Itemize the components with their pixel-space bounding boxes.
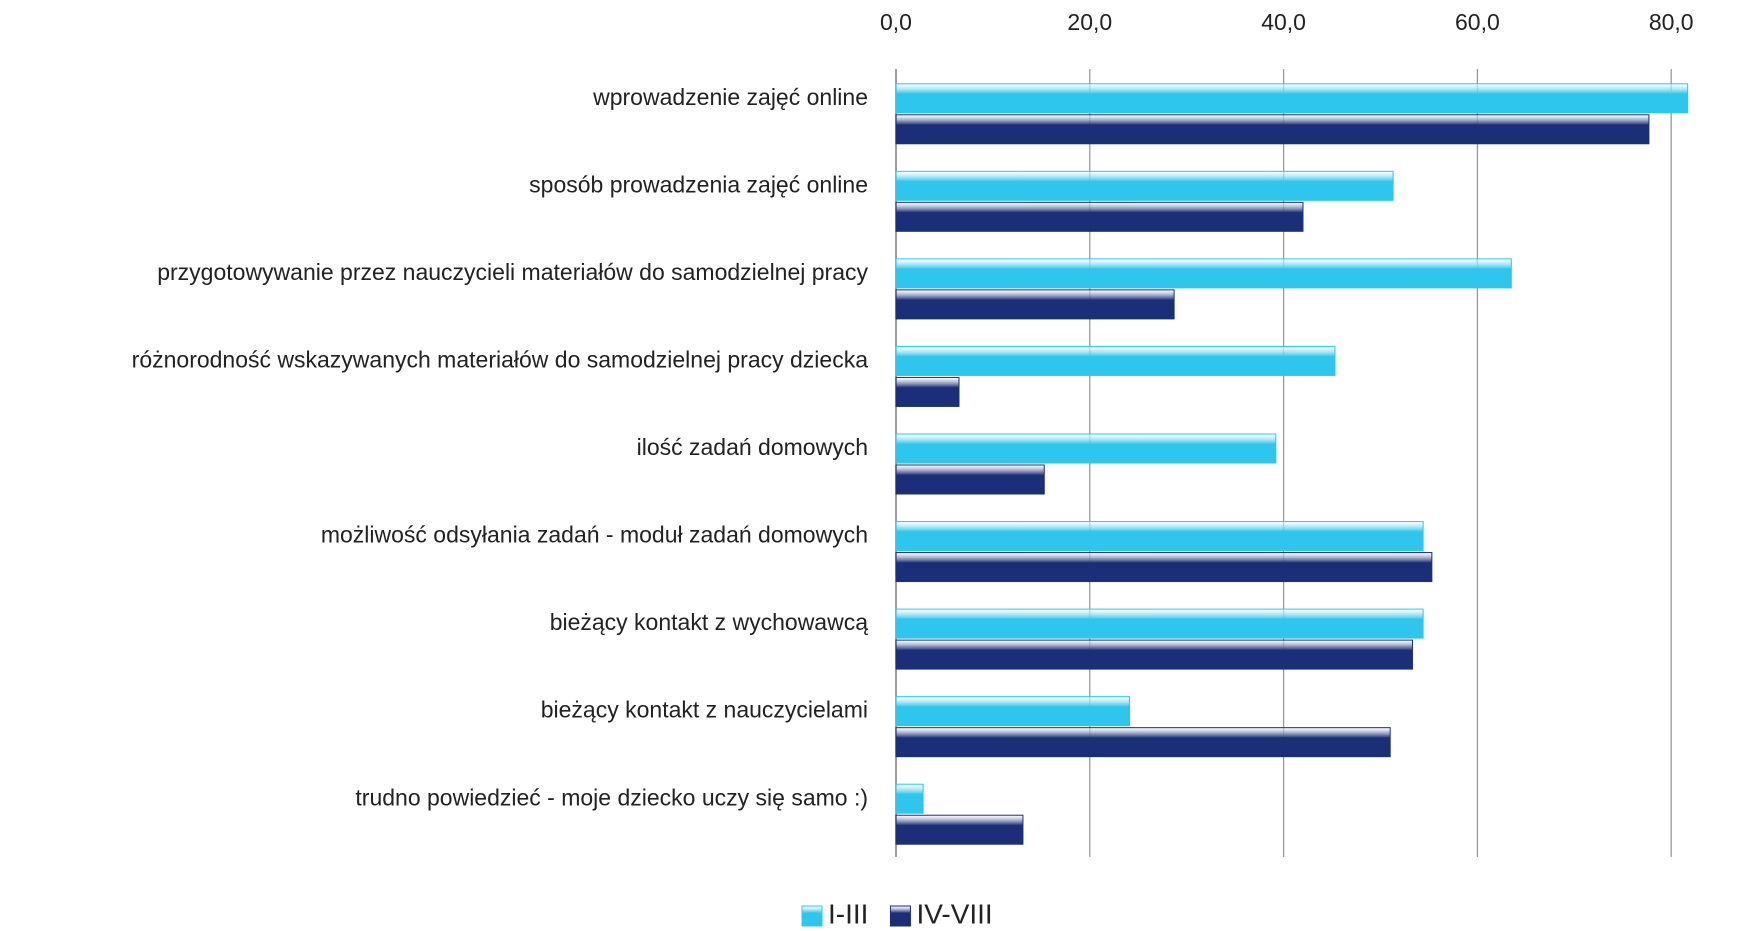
legend-label: IV-VIII (916, 898, 992, 929)
bar (895, 201, 1304, 232)
y-tick-label: przygotowywanie przez nauczycieli materi… (157, 259, 868, 285)
bar (895, 170, 1394, 201)
bar (895, 814, 1024, 845)
bar (895, 783, 924, 814)
bar (895, 521, 1424, 552)
bar (895, 727, 1391, 758)
bar (895, 608, 1424, 639)
x-tick-label: 60,0 (1455, 9, 1500, 35)
x-tick-label: 80,0 (1649, 9, 1694, 35)
bar (895, 433, 1277, 464)
y-tick-label: bieżący kontakt z wychowawcą (550, 609, 869, 635)
y-tick-label: wprowadzenie zajęć online (592, 84, 868, 110)
bar (895, 552, 1433, 583)
y-tick-label: trudno powiedzieć - moje dziecko uczy si… (355, 784, 868, 810)
x-tick-label: 40,0 (1261, 9, 1306, 35)
y-tick-label: bieżący kontakt z nauczycielami (541, 697, 868, 723)
bar (895, 258, 1512, 289)
bar (895, 289, 1175, 320)
bar (895, 345, 1336, 376)
x-tick-label: 20,0 (1067, 9, 1112, 35)
x-tick-label: 0,0 (880, 9, 912, 35)
legend-swatch (889, 905, 911, 927)
bar (895, 696, 1131, 727)
bar (895, 376, 960, 407)
legend-swatch (801, 905, 823, 927)
bar (895, 464, 1045, 495)
bar (895, 114, 1650, 145)
y-tick-label: możliwość odsyłania zadań - moduł zadań … (321, 522, 868, 548)
bar (895, 639, 1413, 670)
y-tick-label: sposób prowadzenia zajęć online (529, 171, 868, 197)
legend-label: I-III (828, 898, 868, 929)
y-tick-label: ilość zadań domowych (637, 434, 868, 460)
y-tick-label: różnorodność wskazywanych materiałów do … (132, 347, 869, 373)
bar (895, 83, 1689, 114)
